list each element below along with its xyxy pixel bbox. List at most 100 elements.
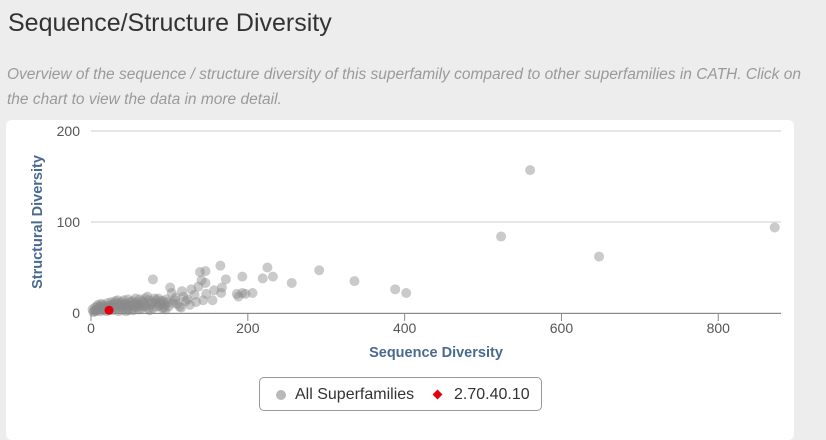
data-point[interactable] — [112, 295, 123, 306]
data-point[interactable] — [215, 260, 226, 271]
data-point[interactable] — [158, 296, 169, 307]
data-point[interactable] — [117, 302, 128, 313]
data-point[interactable] — [136, 303, 147, 314]
data-point[interactable] — [769, 222, 780, 233]
data-point[interactable] — [525, 165, 536, 176]
data-point[interactable] — [233, 291, 244, 302]
data-point[interactable] — [147, 297, 158, 308]
data-point[interactable] — [201, 288, 212, 299]
data-point[interactable] — [496, 231, 507, 242]
data-point[interactable] — [174, 301, 185, 312]
data-point[interactable] — [111, 297, 122, 308]
data-point[interactable] — [180, 296, 191, 307]
data-point[interactable] — [194, 267, 205, 278]
data-point[interactable] — [390, 284, 401, 295]
data-point[interactable] — [262, 262, 273, 273]
data-point[interactable] — [151, 301, 162, 312]
data-point[interactable] — [96, 298, 107, 309]
data-point[interactable] — [121, 306, 132, 317]
data-point[interactable] — [133, 304, 144, 315]
series-all-superfamilies[interactable] — [87, 165, 780, 318]
data-point[interactable] — [115, 298, 126, 309]
data-point[interactable] — [216, 282, 227, 293]
data-point[interactable] — [140, 293, 151, 304]
data-point[interactable] — [186, 284, 197, 295]
data-point[interactable] — [95, 306, 106, 317]
data-point[interactable] — [137, 296, 148, 307]
data-point[interactable] — [247, 287, 258, 298]
legend-item-highlight[interactable]: 2.70.40.10 — [454, 386, 530, 403]
data-point[interactable] — [166, 287, 177, 298]
data-point[interactable] — [286, 277, 297, 288]
data-point[interactable] — [237, 271, 248, 282]
data-point[interactable] — [124, 300, 135, 311]
data-point[interactable] — [114, 304, 125, 315]
data-point[interactable] — [207, 295, 218, 306]
data-point[interactable] — [176, 286, 187, 297]
data-point[interactable] — [133, 299, 144, 310]
data-point[interactable] — [155, 298, 165, 309]
data-point[interactable] — [120, 298, 131, 309]
data-point[interactable] — [144, 295, 155, 306]
data-point[interactable] — [155, 296, 166, 307]
data-point[interactable] — [115, 300, 126, 311]
data-point[interactable] — [147, 274, 158, 285]
data-point[interactable] — [90, 305, 101, 316]
data-point[interactable] — [170, 292, 181, 303]
data-point[interactable] — [89, 306, 100, 317]
data-point[interactable] — [169, 295, 180, 306]
data-point[interactable] — [153, 293, 164, 304]
data-point[interactable] — [142, 291, 153, 302]
data-point[interactable] — [154, 300, 165, 311]
data-point[interactable] — [162, 297, 173, 308]
scatter-chart[interactable]: 0 200 400 600 800 0 100 200 Sequence Diversity… — [0, 0, 826, 430]
data-point[interactable] — [267, 271, 278, 282]
data-point[interactable] — [314, 265, 325, 276]
data-point[interactable] — [88, 307, 99, 318]
data-point[interactable] — [116, 297, 127, 308]
data-point[interactable] — [130, 293, 141, 304]
data-point[interactable] — [167, 297, 178, 308]
data-point[interactable] — [594, 251, 605, 262]
data-point[interactable] — [89, 302, 100, 313]
data-point[interactable] — [149, 293, 160, 304]
legend-item-all[interactable]: All Superfamilies — [295, 386, 415, 403]
data-point[interactable] — [96, 303, 107, 314]
data-point[interactable] — [172, 298, 183, 309]
data-point[interactable] — [200, 277, 211, 288]
data-point[interactable] — [157, 303, 168, 314]
data-point[interactable] — [150, 297, 161, 308]
data-point[interactable] — [111, 303, 122, 314]
data-point[interactable] — [216, 287, 227, 298]
data-point[interactable] — [158, 302, 169, 313]
data-point[interactable] — [159, 299, 170, 310]
data-point[interactable] — [119, 299, 130, 310]
data-point[interactable] — [126, 304, 137, 315]
data-point[interactable] — [129, 298, 140, 309]
data-point[interactable] — [135, 300, 146, 311]
data-point[interactable] — [134, 294, 145, 305]
data-point[interactable] — [92, 301, 103, 312]
data-point[interactable] — [200, 266, 211, 277]
data-point[interactable] — [110, 296, 121, 307]
data-point[interactable] — [138, 301, 149, 312]
data-point[interactable] — [198, 295, 209, 306]
data-point[interactable] — [165, 282, 176, 293]
data-point[interactable] — [189, 289, 200, 300]
data-point[interactable] — [237, 287, 248, 298]
data-point[interactable] — [94, 301, 105, 312]
data-point[interactable] — [220, 274, 231, 285]
data-point[interactable] — [106, 297, 117, 308]
data-point[interactable] — [128, 305, 139, 316]
data-point[interactable] — [240, 288, 251, 299]
data-point[interactable] — [113, 306, 124, 317]
data-point[interactable] — [184, 299, 195, 310]
data-point[interactable] — [131, 302, 142, 313]
data-point[interactable] — [191, 297, 202, 308]
data-point[interactable] — [87, 304, 98, 315]
data-point[interactable] — [161, 294, 172, 305]
data-point[interactable] — [231, 288, 242, 299]
data-point[interactable] — [209, 285, 220, 296]
data-point[interactable] — [193, 281, 204, 292]
data-point[interactable] — [176, 302, 187, 313]
